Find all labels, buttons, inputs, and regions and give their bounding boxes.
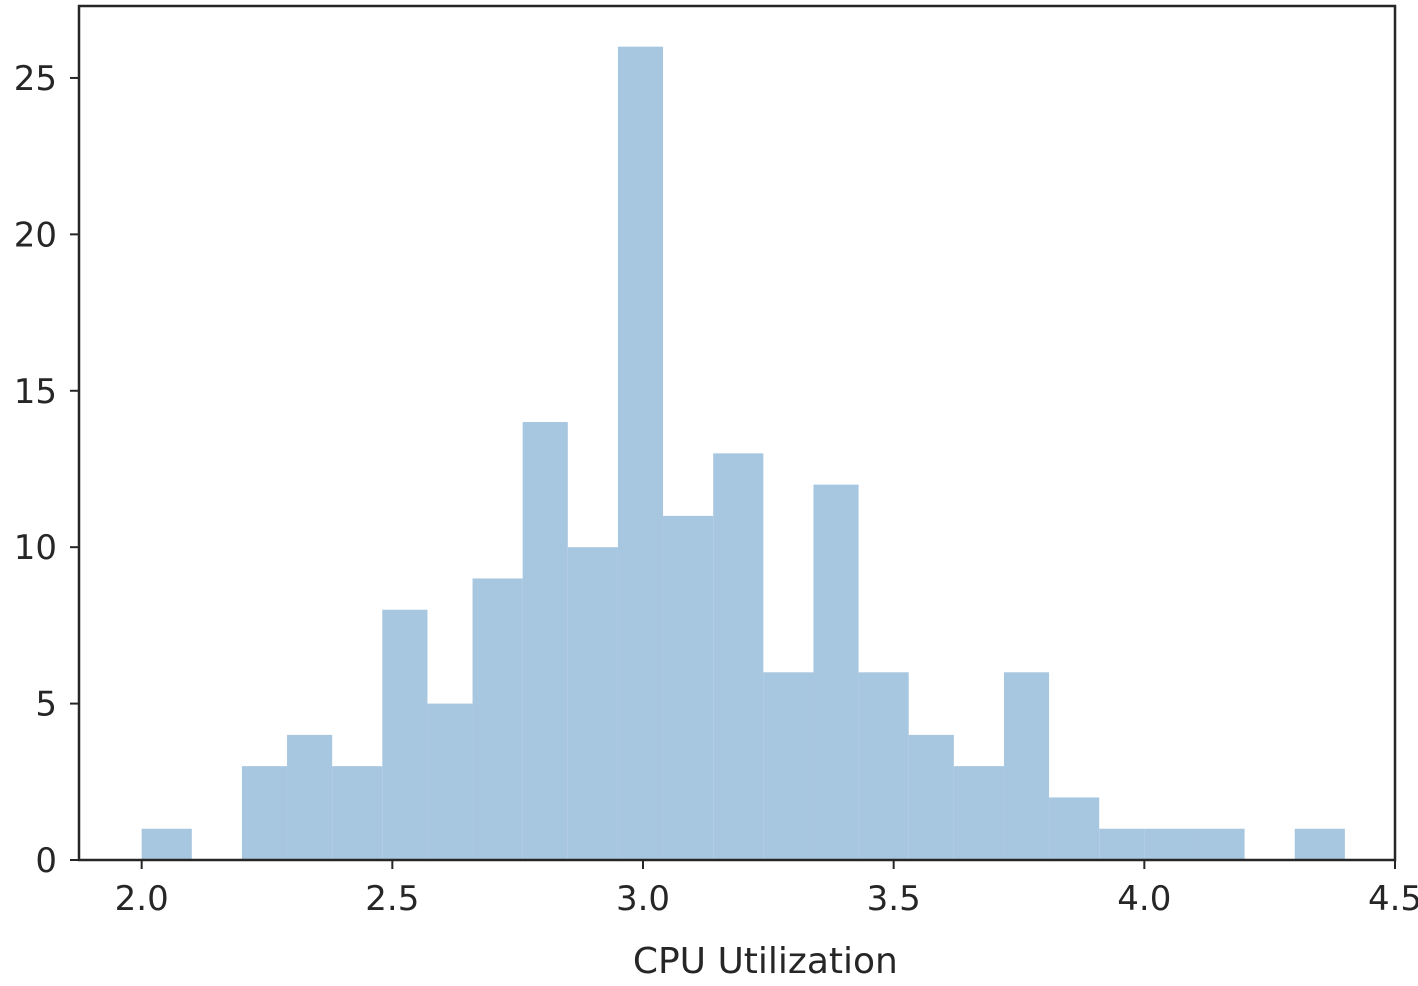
y-tick-label-4: 20 (14, 215, 57, 255)
histogram-bar-16 (908, 734, 954, 860)
histogram-bar-20 (1099, 828, 1145, 860)
y-tick-label-3: 15 (14, 372, 57, 412)
histogram-bar-5 (382, 609, 428, 860)
bars-layer (141, 46, 1345, 860)
histogram-bar-22 (1194, 828, 1245, 860)
x-tick-label-4: 4.0 (1117, 879, 1171, 919)
histogram-bar-14 (813, 484, 859, 860)
histogram-bar-4 (332, 766, 383, 860)
histogram-bar-3 (287, 734, 333, 860)
histogram-bar-15 (858, 672, 909, 860)
x-tick-label-2: 3.0 (616, 879, 670, 919)
histogram-bar-13 (763, 672, 814, 860)
y-tick-label-1: 5 (35, 685, 57, 725)
x-tick-label-3: 3.5 (867, 879, 921, 919)
histogram-bar-11 (663, 515, 714, 860)
histogram-bar-8 (522, 422, 568, 860)
histogram-bar-19 (1049, 797, 1100, 860)
y-tick-label-5: 25 (14, 59, 57, 99)
y-tick-label-0: 0 (35, 841, 57, 881)
histogram-bar-9 (567, 547, 618, 860)
x-axis-label: CPU Utilization (633, 941, 898, 982)
histogram-bar-24 (1294, 828, 1345, 860)
ticks-layer: 2.0 2.5 3.0 3.5 4.0 4.5 0 5 10 15 20 25 (14, 59, 1418, 919)
histogram-bar-10 (617, 46, 664, 860)
x-tick-label-1: 2.5 (365, 879, 419, 919)
histogram-bar-7 (472, 578, 523, 860)
histogram-bar-6 (427, 703, 473, 860)
histogram-bar-12 (713, 453, 764, 860)
x-tick-label-5: 4.5 (1368, 879, 1418, 919)
x-tick-label-0: 2.0 (115, 879, 169, 919)
histogram-bar-18 (1003, 672, 1050, 860)
histogram-bar-21 (1144, 828, 1195, 860)
histogram-bar-2 (241, 766, 288, 860)
histogram-bar-0 (141, 828, 192, 860)
histogram-bar-17 (953, 766, 1004, 860)
plot-frame (77, 4, 1397, 862)
y-tick-label-2: 10 (14, 528, 57, 568)
